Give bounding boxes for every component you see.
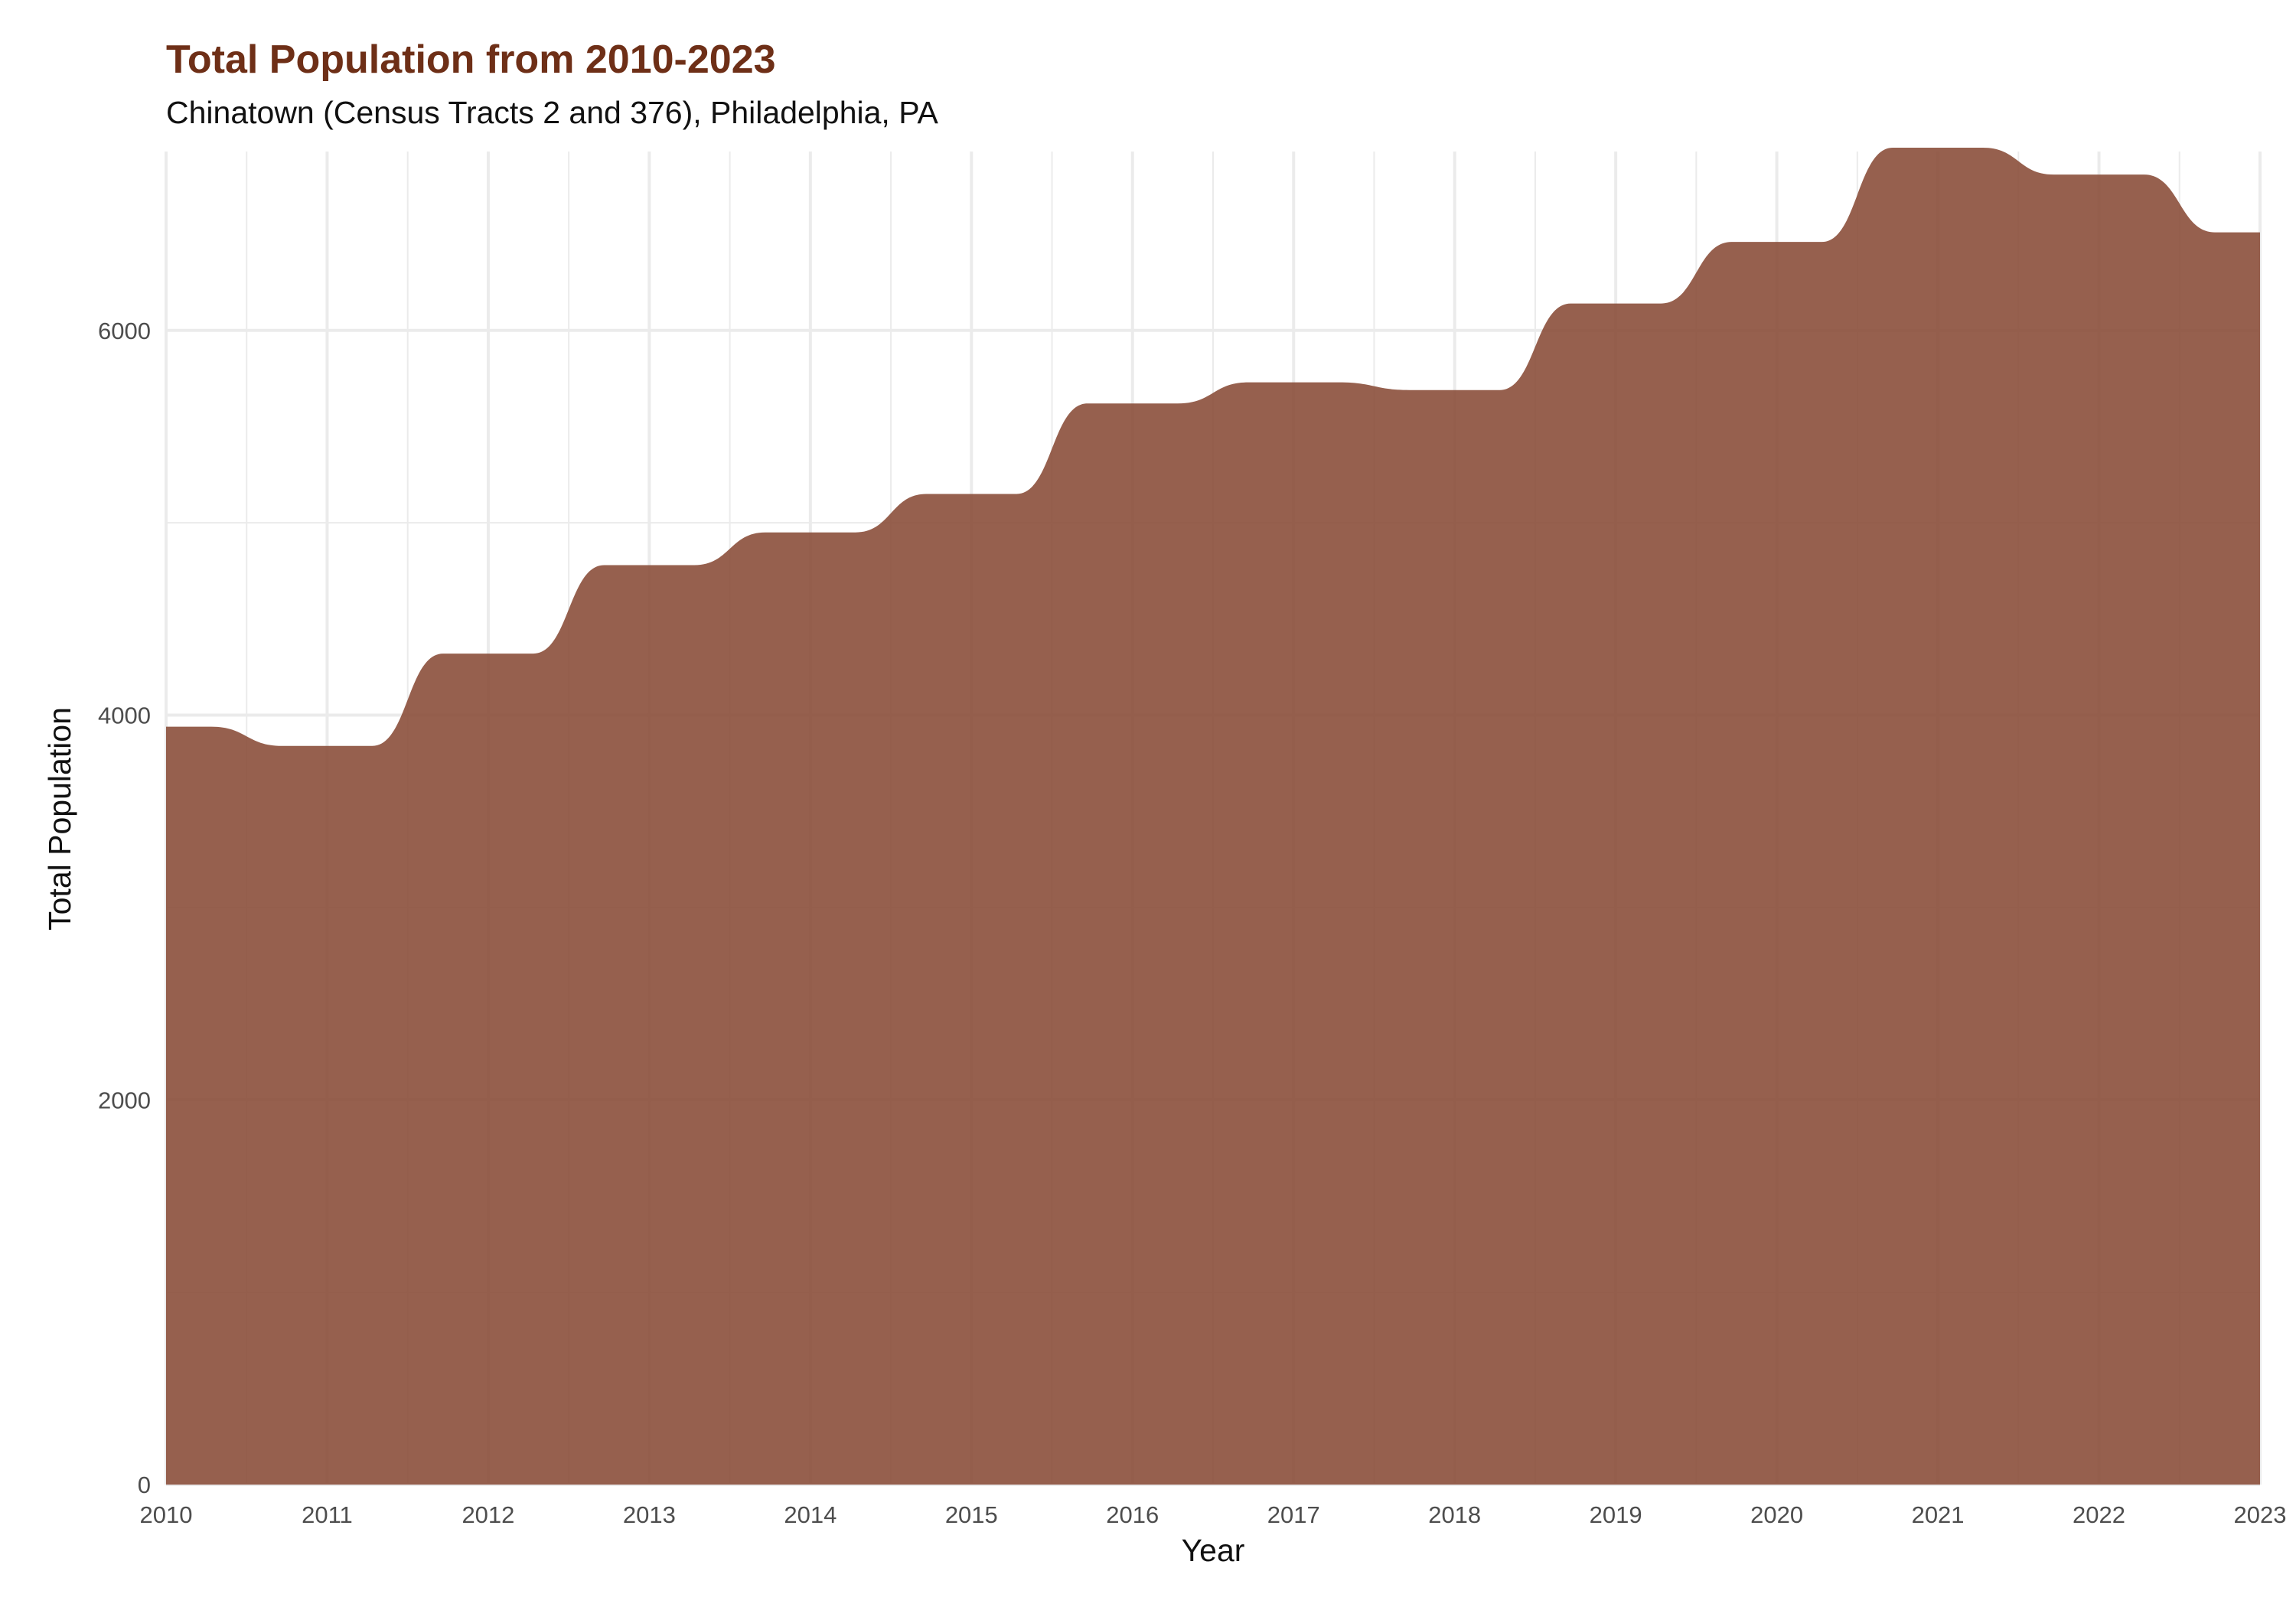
x-tick-label: 2014: [784, 1501, 837, 1528]
area-series: [166, 147, 2260, 1485]
x-tick-label: 2019: [1590, 1501, 1642, 1528]
y-tick-label: 4000: [98, 702, 151, 729]
x-axis-ticks: 2010 2011 2012 2013 2014 2015 2016 2017 2018 2019…: [140, 1501, 2287, 1528]
x-tick-label: 2017: [1267, 1501, 1320, 1528]
chart-subtitle: Chinatown (Census Tracts 2 and 376), Phi…: [166, 95, 938, 130]
y-tick-label: 6000: [98, 318, 151, 344]
y-axis-ticks: 0 2000 4000 6000: [98, 318, 151, 1498]
x-tick-label: 2013: [623, 1501, 676, 1528]
y-tick-label: 2000: [98, 1087, 151, 1113]
x-tick-label: 2020: [1750, 1501, 1803, 1528]
chart-title: Total Population from 2010-2023: [166, 37, 776, 82]
x-tick-label: 2016: [1106, 1501, 1159, 1528]
x-tick-label: 2012: [461, 1501, 514, 1528]
x-tick-label: 2018: [1428, 1501, 1481, 1528]
x-axis-title: Year: [1182, 1533, 1245, 1568]
x-tick-label: 2023: [2234, 1501, 2287, 1528]
x-tick-label: 2011: [302, 1501, 353, 1528]
area-fill: [166, 147, 2260, 1485]
x-tick-label: 2022: [2073, 1501, 2125, 1528]
x-tick-label: 2010: [140, 1501, 193, 1528]
x-tick-label: 2021: [1912, 1501, 1965, 1528]
y-axis-title: Total Population: [42, 707, 77, 931]
x-tick-label: 2015: [945, 1501, 998, 1528]
y-tick-label: 0: [138, 1472, 151, 1498]
